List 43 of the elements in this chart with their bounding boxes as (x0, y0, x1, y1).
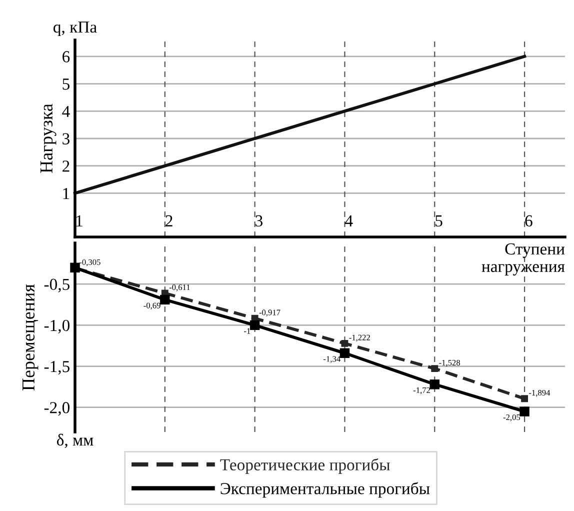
point (250, 320, 260, 330)
y-tick-label: -2,0 (44, 402, 70, 416)
data-label: -1,72 (413, 387, 430, 394)
y-tick-label: 5 (62, 78, 70, 90)
y-tick-label: 4 (62, 106, 70, 117)
y-axis-title: Нагрузка (40, 104, 56, 173)
y-tick-label: 3 (62, 133, 70, 144)
point (340, 348, 350, 358)
text: δ, мм (56, 434, 94, 448)
y-tick-label: -1,5 (44, 361, 70, 375)
data-label: -1 (244, 328, 250, 334)
point (160, 294, 170, 305)
line-series (73, 54, 526, 195)
data-label: -1,222 (349, 334, 370, 342)
x-tick-label: 5 (436, 215, 442, 227)
point (520, 406, 530, 416)
point (430, 379, 440, 390)
x-tick-label: 4 (345, 215, 353, 226)
point (521, 395, 528, 402)
y-tick-label: 1 (63, 188, 70, 200)
x-axis-title: Ступени нагружения (482, 243, 565, 276)
y-axis-title: Перемещения (22, 284, 38, 391)
y-tick-label: -0,5 (44, 278, 70, 292)
x-tick-label: 3 (256, 215, 262, 227)
x-tick-label: 2 (166, 215, 172, 226)
text: Теоретические прогибы (220, 458, 390, 474)
data-label: -1,528 (439, 360, 460, 367)
data-label: -0,69 (144, 302, 160, 310)
x-tick-label: 1 (76, 215, 82, 226)
text: Экспериментальные прогибы (220, 482, 430, 498)
data-label: -0,611 (169, 284, 190, 292)
y-tick-label: 2 (62, 160, 70, 172)
point (431, 365, 438, 372)
y-tick-label: 6 (62, 51, 70, 62)
point (341, 340, 348, 347)
data-label: -1,34 (324, 356, 340, 363)
data-label: -2,05 (503, 414, 520, 422)
data-label: -0,305 (79, 259, 100, 266)
text: q, кПа (54, 22, 97, 36)
x-tick-label: 6 (525, 215, 532, 227)
y-tick-label: -1,0 (44, 320, 70, 334)
data-label: -0,917 (259, 310, 280, 316)
data-label: -1,894 (529, 390, 550, 397)
